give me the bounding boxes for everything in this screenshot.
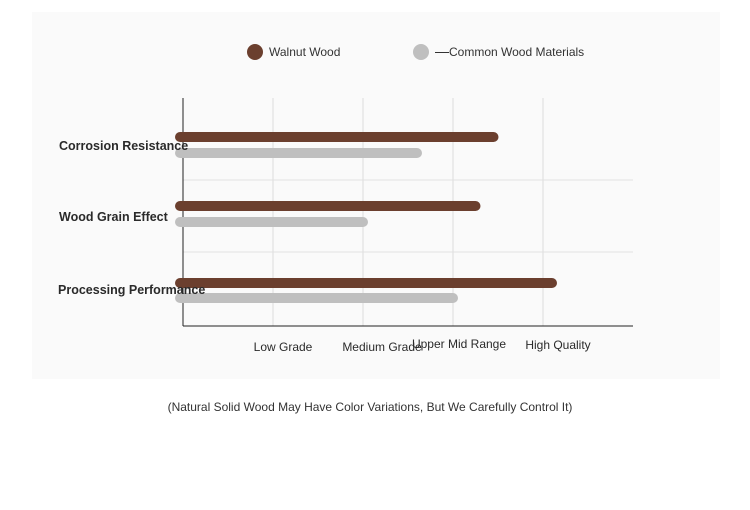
- x-tick-label: Medium Grade: [342, 340, 422, 354]
- x-tick-label: High Quality: [525, 338, 591, 352]
- legend-line-common: [435, 51, 449, 53]
- x-tick-label: Low Grade: [253, 340, 313, 354]
- chart-caption: (Natural Solid Wood May Have Color Varia…: [167, 400, 573, 414]
- legend-label-common: Common Wood Materials: [449, 45, 585, 59]
- chart-panel: [32, 12, 720, 379]
- legend-item-walnut: Walnut Wood: [247, 44, 340, 60]
- legend-label-walnut: Walnut Wood: [269, 45, 341, 59]
- legend-swatch-walnut: [247, 44, 263, 60]
- category-label: Wood Grain Effect: [59, 210, 168, 224]
- legend-swatch-common: [413, 44, 429, 60]
- legend-item-common: Common Wood Materials: [413, 44, 584, 60]
- x-tick-label: Upper Mid Range: [411, 337, 507, 351]
- category-label: Processing Performance: [58, 283, 206, 297]
- category-label: Corrosion Resistance: [59, 139, 189, 153]
